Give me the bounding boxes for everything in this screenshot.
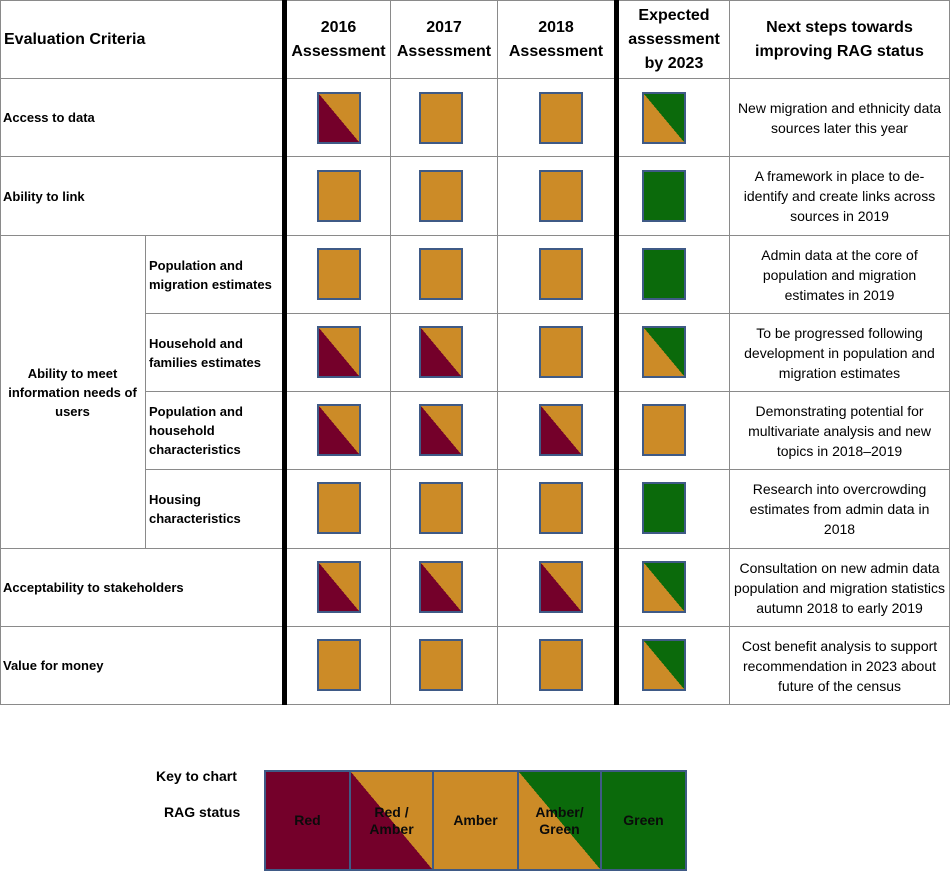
col-2017-header: 2017 Assessment (396, 18, 492, 60)
grid-line (0, 0, 950, 1)
status-square-amber (539, 326, 583, 378)
status-square-amber (539, 92, 583, 144)
legend-heading: Key to chart (156, 768, 237, 784)
thick-divider (282, 0, 287, 705)
legend-amber-green: Amber/ Green (517, 770, 602, 871)
legend-label: RAG status (164, 804, 241, 820)
grid-line (390, 0, 391, 705)
grid-line (497, 0, 498, 705)
legend-red-amber: Red / Amber (349, 770, 434, 871)
status-square-green (642, 482, 686, 534)
status-square-amber (419, 92, 463, 144)
legend-label-text: Green (623, 812, 664, 828)
criterion-population-household-characteristics: Population and household characteristics (149, 404, 243, 457)
grid-line (0, 235, 950, 236)
next-steps-text: To be progressed following development i… (744, 324, 935, 381)
legend-green: Green (600, 770, 687, 871)
legend-amber: Amber (432, 770, 519, 871)
status-square-amber (419, 639, 463, 691)
status-square-red-amber (539, 404, 583, 456)
legend-label-text: Amber (453, 812, 498, 828)
criterion-acceptability: Acceptability to stakeholders (3, 580, 184, 595)
criteria-header: Evaluation Criteria (4, 30, 146, 48)
criterion-ability-to-link: Ability to link (3, 188, 85, 204)
col-2016-header: 2016 Assessment (291, 18, 386, 60)
status-square-red-amber (317, 561, 361, 613)
criterion-access-to-data: Access to data (3, 110, 95, 125)
status-square-red-amber (419, 326, 463, 378)
next-steps-text: Admin data at the core of population and… (761, 246, 918, 303)
status-square-amber (642, 404, 686, 456)
legend-red: Red (264, 770, 351, 871)
status-square-red-amber (317, 326, 361, 378)
status-square-amber (419, 482, 463, 534)
status-square-red-amber (419, 561, 463, 613)
grid-line (145, 235, 146, 548)
legend-label-text: Red (294, 812, 321, 828)
status-square-amber (539, 170, 583, 222)
grid-line (0, 626, 950, 627)
status-square-red-amber (317, 92, 361, 144)
grid-line (0, 0, 1, 705)
criterion-population-migration: Population and migration estimates (149, 257, 272, 292)
grid-line (729, 0, 730, 705)
next-steps-text: Demonstrating potential for multivariate… (748, 402, 931, 459)
status-square-amber-green (642, 326, 686, 378)
thick-divider (614, 0, 619, 705)
status-square-green (642, 248, 686, 300)
status-square-amber (539, 639, 583, 691)
status-square-amber (317, 482, 361, 534)
grid-line (0, 78, 950, 79)
next-steps-text: A framework in place to de-identify and … (743, 168, 936, 224)
status-square-amber (419, 170, 463, 222)
status-square-amber-green (642, 639, 686, 691)
criterion-household-families: Household and families estimates (149, 335, 262, 370)
next-steps-text: Cost benefit analysis to support recomme… (741, 637, 938, 694)
legend-label-text: Red / Amber (369, 803, 414, 837)
group-ability-to-meet-needs: Ability to meet information needs of use… (8, 365, 137, 419)
status-square-green (642, 170, 686, 222)
status-square-amber (317, 170, 361, 222)
col-next-steps-header: Next steps towards improving RAG status (755, 18, 924, 60)
next-steps-text: Research into overcrowding estimates fro… (749, 481, 930, 537)
status-square-amber-green (642, 561, 686, 613)
status-square-red-amber (419, 404, 463, 456)
status-square-amber-green (642, 92, 686, 144)
status-square-amber (539, 248, 583, 300)
criterion-housing-characteristics: Housing characteristics (149, 492, 241, 526)
grid-line (145, 391, 950, 392)
col-expected-header: Expected assessment by 2023 (628, 6, 720, 72)
grid-line (0, 156, 950, 157)
legend-label-text: Amber/ Green (535, 803, 584, 837)
grid-line (0, 704, 950, 705)
status-square-red-amber (539, 561, 583, 613)
status-square-amber (317, 639, 361, 691)
grid-line (145, 469, 950, 470)
col-2018-header: 2018 Assessment (508, 18, 604, 60)
status-square-red-amber (317, 404, 361, 456)
grid-line (145, 313, 950, 314)
status-square-amber (317, 248, 361, 300)
next-steps-text: Consultation on new admin data populatio… (734, 559, 945, 616)
status-square-amber (419, 248, 463, 300)
status-square-amber (539, 482, 583, 534)
grid-line (0, 548, 950, 549)
next-steps-text: New migration and ethnicity data sources… (737, 99, 942, 136)
criterion-value-for-money: Value for money (3, 658, 104, 673)
